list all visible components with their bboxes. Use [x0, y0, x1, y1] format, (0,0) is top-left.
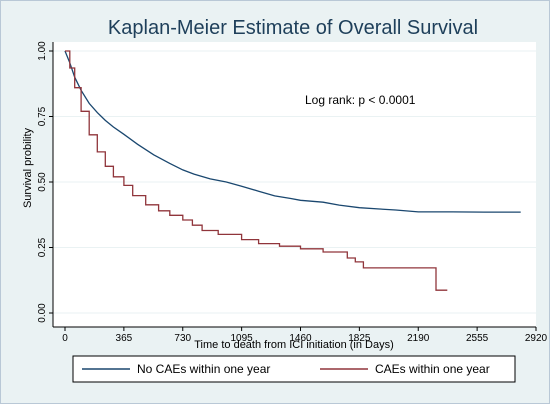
survival-curve-no-caes [64, 50, 521, 213]
survival-curve-caes [65, 50, 448, 291]
x-tick-label: 2190 [407, 333, 430, 344]
x-tick-label: 0 [62, 333, 68, 344]
y-tick-label: 0.00 [37, 303, 48, 323]
legend-label-caes: CAEs within one year [375, 362, 490, 376]
y-tick-label: 0.75 [37, 106, 48, 126]
x-tick-label: 1460 [289, 333, 312, 344]
y-tick-label: 0.25 [37, 237, 48, 257]
y-tick-label: 0.50 [37, 172, 48, 192]
legend-box [72, 355, 516, 383]
x-tick-label: 730 [174, 333, 191, 344]
survival-curves [64, 50, 521, 291]
x-axis-label: Time to death from ICI initiation (in Da… [194, 339, 394, 351]
x-tick-label: 2920 [525, 333, 548, 344]
x-tick-label: 1095 [231, 333, 254, 344]
plot-area [53, 42, 536, 327]
y-axis-label: Survival probility [22, 127, 34, 208]
log-rank-annotation: Log rank: p < 0.0001 [305, 93, 416, 107]
legend: No CAEs within one year CAEs within one … [72, 355, 516, 383]
x-tick-label: 365 [116, 333, 133, 344]
y-tick-label: 1.00 [37, 41, 48, 61]
axes [49, 42, 537, 331]
x-tick-label: 2555 [466, 333, 489, 344]
chart-title: Kaplan-Meier Estimate of Overall Surviva… [108, 17, 478, 39]
legend-label-no-caes: No CAEs within one year [137, 362, 270, 376]
grid-lines [53, 50, 536, 314]
x-tick-label: 1825 [348, 333, 371, 344]
tick-labels: 0.00 0.25 0.50 0.75 1.00 0 365 730 1095 1460 1825 2… [37, 41, 548, 344]
